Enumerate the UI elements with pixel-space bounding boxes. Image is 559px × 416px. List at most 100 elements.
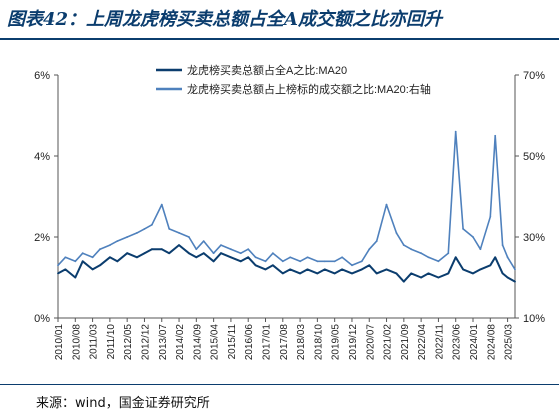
x-tick-label: 2015/11 [227,324,238,360]
x-tick-label: 2024/08 [486,324,497,361]
series-2-point [254,256,257,259]
series-1-point [188,252,190,255]
series-2-point [437,260,440,263]
series-2-point [212,252,215,255]
series-2-point [375,240,378,243]
series-2-point [427,256,430,259]
right-tick-label: 50% [523,151,545,163]
series-1-point [220,252,222,255]
x-tick-label: 2017/08 [279,324,290,361]
series-1-point [74,276,77,279]
series-2-point [299,260,301,263]
legend-label-2: 龙虎榜买卖总额占上榜标的成交额之比:MA20:右轴 [187,82,431,96]
page-title: 图表42：上周龙虎榜买卖总额占全A成交额之比亦回升 [7,9,443,30]
series-1-point [151,248,153,251]
series-2-point [281,260,284,263]
series-1-point [489,264,492,267]
series-2-point [151,223,153,226]
series-2-point [57,264,59,267]
series-2-point [99,248,101,251]
series-2-point [420,252,422,255]
series-1-point [57,272,59,275]
series-1-point [479,268,482,271]
series-1-point [254,264,257,267]
x-tick-label: 2014/09 [192,324,203,361]
series-1-point [230,256,232,259]
x-tick-label: 2021/09 [400,324,411,361]
series-2-point [168,228,171,230]
series-2-point [316,260,319,263]
series-2-point [247,248,250,251]
legend-label-1: 龙虎榜买卖总额占全A之比:MA20 [187,63,347,77]
series-1-point [281,272,284,275]
series-2-point [514,268,516,271]
series-2-point [472,236,474,238]
series-2-point [385,203,388,206]
series-1-point [447,272,450,275]
series-1-point [454,256,457,259]
series-2-point [351,264,353,267]
series-1-point [116,260,119,263]
series-2-point [81,252,84,255]
series-2-point [323,260,326,263]
series-2-point [126,236,129,238]
x-tick-label: 2022/04 [417,324,428,361]
series-1-point [323,268,326,271]
series-2-point [402,244,405,247]
series-2-point [479,248,482,251]
series-1-point [341,268,343,271]
series-1-point [437,276,440,279]
series-1-point [178,244,180,247]
series-1-point [395,272,398,275]
x-tick-label: 2018/10 [313,324,324,361]
x-tick-label: 2023/06 [452,324,463,361]
series-2-point [188,236,190,238]
series-2-point [272,252,274,255]
series-2-point [501,244,504,247]
series-2-point [368,248,371,251]
series-1-point [202,252,205,255]
left-tick-label: 6% [34,70,50,82]
x-tick-label: 2017/01 [262,324,273,361]
series-2-point [395,232,398,234]
series-1-point [109,256,111,259]
series-2-point [116,240,119,243]
series-1-point [195,256,198,259]
series-1-point [427,272,430,275]
left-tick-label: 2% [34,232,50,244]
series-2-point [160,203,163,206]
series-2-point [178,232,180,234]
series-2-point [410,248,413,251]
series-2-point [91,256,94,259]
source-note: 来源：wind，国金证券研究所 [36,396,210,411]
source-divider [0,384,559,385]
series-1-point [91,268,94,271]
line-chart: 0% 2% 4% 6% 10% 30% 50% 70% 2010/01 2010/08 2011/0… [34,63,545,361]
series-2-point [109,244,111,247]
series-2-point [230,248,232,251]
series-2-point [454,130,457,133]
series-2-point [195,248,198,251]
series-1-point [64,268,67,271]
series-1-point [306,268,309,271]
series-2-point [360,260,363,263]
series-1-point [506,276,509,279]
series-line-2 [57,130,516,270]
series-2-point [506,256,509,259]
series-2-point [447,252,450,255]
x-tick-label: 2019/05 [331,324,342,361]
series-line-1 [57,244,516,283]
series-1-point [410,272,413,275]
series-2-point [64,256,67,259]
series-1-point [385,268,388,271]
series-1-point [501,272,504,275]
x-tick-label: 2019/12 [348,324,359,361]
series-1-point [289,268,292,271]
series-1-point [99,264,101,267]
series-2-point [264,260,267,263]
series-1-point [494,256,497,259]
x-tick-label: 2014/02 [175,324,186,361]
series-2-point [143,228,146,230]
x-tick-label: 2025/03 [504,324,515,361]
series-1-point [333,272,336,275]
